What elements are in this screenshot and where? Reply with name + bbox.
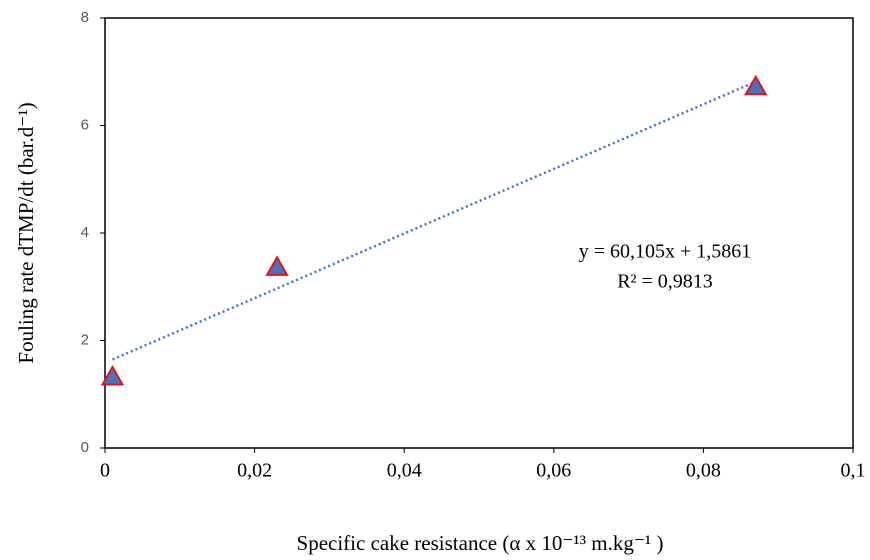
y-tick-label: 0 [81,439,89,456]
annotation: R² = 0,9813 [617,271,713,293]
plot-frame [104,17,854,449]
x-tick-label: 0,1 [841,460,866,482]
x-tick-label: 0,08 [686,460,721,482]
trendline [111,80,757,361]
marker [265,255,289,276]
y-axis-title: Fouling rate dTMP/dt (bar.d⁻¹) [14,102,38,363]
x-tick-label: 0,06 [536,460,571,482]
y-tick-label: 4 [81,224,89,241]
x-tick-label: 0 [100,460,110,482]
y-tick-label: 6 [81,116,89,133]
x-axis-title: Specific cake resistance (α x 10⁻¹³ m.kg… [297,531,664,555]
x-tick-label: 0,02 [237,460,272,482]
y-tick-label: 8 [81,9,89,26]
marker [100,365,125,386]
x-tick-label: 0,04 [387,460,422,482]
y-tick-label: 2 [81,331,89,348]
marker [744,74,768,96]
annotation: y = 60,105x + 1,5861 [579,241,752,263]
